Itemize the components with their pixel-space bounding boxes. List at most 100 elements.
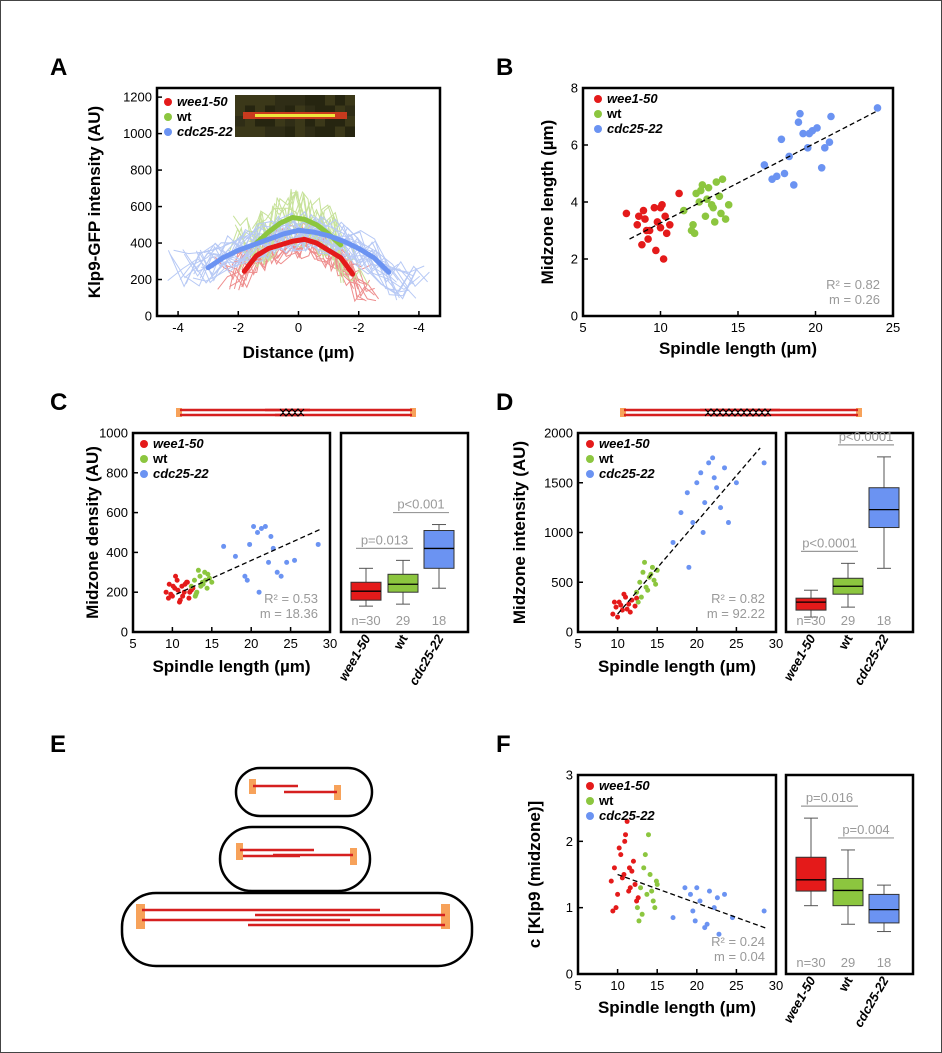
f-box-category-label: wt — [835, 973, 856, 994]
a-y-tick-label: 400 — [130, 236, 152, 251]
a-inset-pixel — [235, 95, 245, 106]
d-r2-annotation: R² = 0.82 — [711, 591, 765, 606]
a-y-tick-label: 600 — [130, 199, 152, 214]
c-point — [262, 524, 268, 530]
c-point — [165, 595, 171, 601]
f-x-tick-label: 20 — [690, 978, 704, 993]
f-point — [652, 905, 658, 911]
d-x-tick-label: 25 — [729, 636, 743, 651]
c-y-tick-label: 800 — [106, 465, 128, 480]
c-point — [170, 583, 176, 589]
f-point — [635, 895, 641, 901]
c-point — [173, 573, 179, 579]
f-point — [650, 898, 656, 904]
d-box-frame — [784, 431, 915, 634]
a-inset-pixel — [275, 116, 285, 127]
d-point — [651, 577, 657, 583]
a-inset-pixel — [265, 105, 275, 116]
c-point — [175, 587, 181, 593]
f-point — [645, 832, 651, 838]
c-frame — [131, 431, 332, 634]
f-y-tick-label: 3 — [566, 768, 573, 783]
b-point — [641, 215, 649, 223]
f-point — [706, 888, 712, 894]
c-box-pvalue: p=0.013 — [361, 532, 408, 547]
a-legend-marker — [164, 98, 172, 106]
b-point — [712, 178, 721, 186]
panel-label-d: D — [496, 389, 513, 416]
c-y-tick-label: 0 — [121, 625, 128, 640]
b-point — [656, 203, 665, 212]
c-point — [195, 567, 201, 573]
b-point — [794, 118, 803, 126]
d-x-axis-label: Spindle length (µm) — [598, 657, 756, 676]
b-point — [790, 181, 798, 189]
f-point — [630, 858, 636, 864]
f-legend-label: wt — [598, 793, 614, 808]
a-inset-pixel — [275, 95, 285, 106]
a-inset-pixel — [285, 126, 295, 137]
d-y-tick-label: 2000 — [544, 426, 573, 441]
panel-label-b: B — [496, 54, 513, 81]
c-point — [163, 589, 169, 595]
d-legend-label: wt — [598, 451, 614, 466]
c-point — [268, 533, 274, 539]
b-point — [724, 201, 733, 209]
b-slope-annotation: m = 0.26 — [829, 292, 880, 307]
c-point — [166, 581, 172, 587]
d-point — [624, 606, 630, 612]
f-x-tick-label: 5 — [574, 978, 581, 993]
b-point — [656, 223, 665, 232]
a-legend-marker — [164, 128, 172, 136]
f-box-count: 29 — [841, 955, 855, 970]
b-point — [709, 203, 717, 212]
b-point — [638, 240, 646, 249]
c-point — [209, 579, 215, 585]
b-point — [704, 183, 713, 192]
f-box-frame — [784, 773, 915, 976]
c-point — [232, 553, 238, 559]
c-legend-marker — [140, 440, 148, 448]
c-x-axis-label: Spindle length (µm) — [152, 657, 310, 676]
c-point — [197, 573, 203, 579]
b-point — [799, 129, 807, 138]
d-box-count: 29 — [841, 613, 855, 628]
f-point — [611, 865, 617, 871]
b-point — [817, 164, 826, 172]
c-point — [244, 577, 250, 583]
c-point — [180, 593, 186, 599]
b-point — [622, 209, 631, 218]
b-x-tick-label: 25 — [886, 320, 900, 335]
a-inset-pixel — [335, 105, 345, 116]
c-point — [315, 541, 321, 547]
f-point — [624, 818, 630, 824]
a-inset-pixel — [235, 105, 245, 116]
b-x-tick-label: 5 — [579, 320, 586, 335]
b-point — [635, 212, 643, 221]
f-point — [697, 898, 703, 904]
a-inset-pixel — [245, 116, 255, 127]
cell-medium — [218, 825, 372, 893]
d-point — [640, 569, 646, 575]
c-slope-annotation: m = 18.36 — [260, 606, 318, 621]
c-point — [174, 577, 180, 583]
d-point — [710, 455, 716, 461]
f-x-tick-label: 30 — [769, 978, 783, 993]
b-point — [698, 181, 707, 189]
d-point — [670, 539, 676, 545]
a-inset-pixel — [295, 95, 305, 106]
c-point — [278, 573, 284, 579]
c-box-pvalue: p<0.001 — [397, 497, 444, 512]
d-point — [761, 460, 767, 466]
d-point — [725, 520, 731, 526]
f-point — [642, 852, 648, 858]
b-point — [652, 246, 660, 255]
d-point — [638, 594, 644, 600]
c-point — [242, 573, 248, 579]
a-inset-pixel — [275, 105, 285, 116]
b-y-tick-label: 6 — [571, 138, 578, 153]
c-point — [184, 579, 190, 585]
b-point — [644, 235, 652, 243]
d-point — [632, 603, 638, 609]
